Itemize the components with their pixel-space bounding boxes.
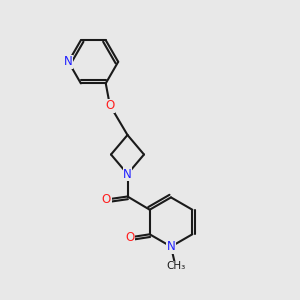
Text: O: O bbox=[102, 193, 111, 206]
Text: O: O bbox=[126, 231, 135, 244]
Text: N: N bbox=[64, 55, 73, 68]
Text: N: N bbox=[123, 167, 132, 181]
Text: CH₃: CH₃ bbox=[166, 261, 185, 271]
Text: N: N bbox=[167, 240, 176, 253]
Text: O: O bbox=[106, 99, 115, 112]
